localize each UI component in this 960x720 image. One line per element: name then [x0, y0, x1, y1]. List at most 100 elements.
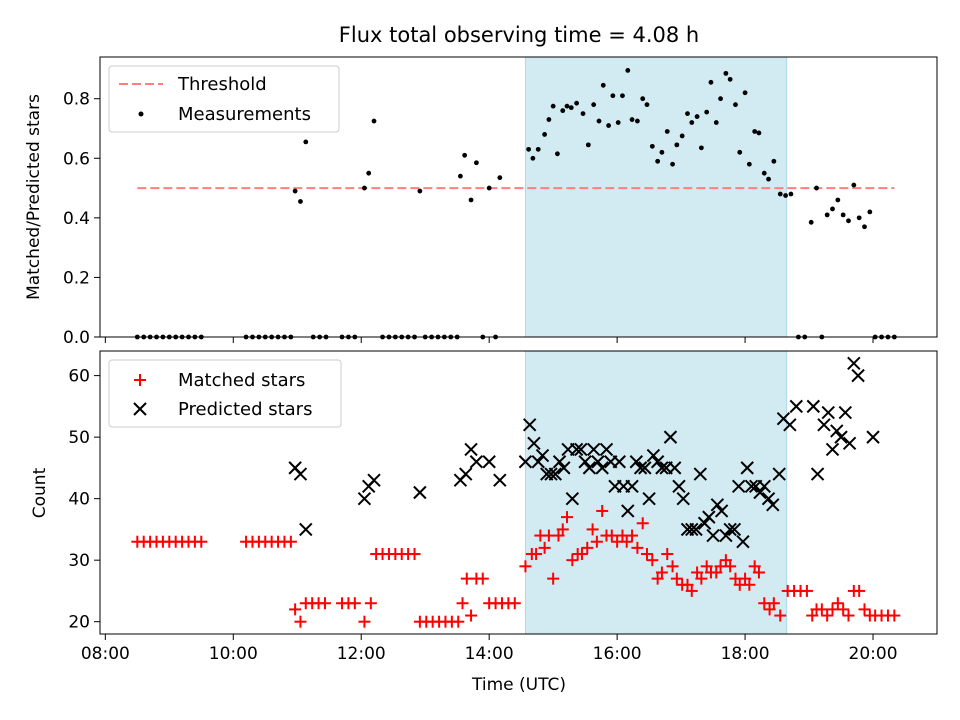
- measurement-point: [689, 120, 695, 125]
- matched-stars-point: [465, 609, 478, 622]
- predicted-stars-point: [838, 405, 853, 420]
- matched-stars-point: [646, 554, 659, 567]
- predicted-stars-point: [548, 467, 562, 481]
- predicted-stars-point: [847, 356, 861, 371]
- y-tick-label: 30: [68, 551, 90, 571]
- predicted-stars-point: [650, 455, 665, 469]
- matched-stars-point: [695, 572, 708, 585]
- measurement-point: [713, 120, 719, 125]
- measurement-point: [366, 170, 372, 176]
- predicted-stars-point: [714, 504, 729, 518]
- matched-stars-point: [858, 603, 871, 616]
- measurement-point: [737, 149, 743, 155]
- measurement-point: [766, 176, 771, 182]
- x-tick-label: 10:00: [209, 644, 258, 664]
- measurement-point: [771, 158, 777, 164]
- matched-stars-point: [763, 603, 776, 616]
- measurement-point: [550, 103, 556, 109]
- predicted-stars-point: [663, 430, 678, 444]
- predicted-stars-point: [612, 455, 626, 469]
- measurement-point: [564, 103, 570, 109]
- top-x-ticks: [104, 337, 874, 343]
- y-tick-label: 0.4: [63, 209, 90, 229]
- measurement-point: [659, 149, 665, 155]
- predicted-stars-point: [629, 455, 644, 469]
- predicted-stars-point: [830, 424, 844, 438]
- matched-stars-point: [853, 584, 866, 597]
- predicted-stars-point: [783, 418, 797, 432]
- measurement-point: [497, 175, 503, 181]
- x-tick-label: 18:00: [721, 644, 770, 664]
- x-tick-label: 20:00: [849, 644, 898, 664]
- matched-stars-point: [358, 615, 371, 628]
- matched-stars-point: [767, 597, 780, 610]
- predicted-stars-point: [772, 467, 786, 481]
- predicted-stars-point: [531, 455, 545, 469]
- measurement-point: [761, 170, 767, 176]
- predicted-stars-point: [731, 479, 746, 494]
- predicted-stars-point: [591, 455, 605, 469]
- matched-stars-point: [655, 566, 668, 579]
- measurement-point: [846, 218, 851, 224]
- measurement-point: [685, 111, 690, 116]
- measurement-point: [457, 173, 463, 179]
- predicted-stars-point: [638, 461, 652, 475]
- predicted-stars-point: [753, 485, 767, 500]
- measurement-point: [568, 105, 574, 111]
- bottom-legend-box: [108, 359, 342, 428]
- matched-stars-point: [651, 572, 664, 585]
- x-tick-label: 08:00: [81, 644, 130, 664]
- matched-stars-point: [605, 529, 618, 542]
- matched-stars-point: [586, 523, 599, 536]
- y-tick-label: 0.0: [63, 328, 90, 348]
- y-tick-label: 0.6: [63, 149, 90, 169]
- measurement-point: [840, 212, 846, 218]
- matched-stars-point: [556, 523, 569, 536]
- predicted-stars-point: [625, 479, 639, 494]
- predicted-stars-point: [633, 461, 648, 475]
- measurement-point: [835, 197, 841, 203]
- bottom-observing-window: [524, 350, 788, 635]
- top-panel: Flux total observing time = 4.08 h 0.00.…: [24, 23, 938, 348]
- x-axis-label: Time (UTC): [471, 675, 566, 695]
- predicted-stars-point: [736, 535, 750, 549]
- matched-stars-point: [815, 603, 828, 616]
- measurement-point: [704, 109, 710, 115]
- measurement-point: [674, 142, 680, 148]
- matched-stars-point: [743, 578, 756, 591]
- matched-stars-point: [452, 615, 465, 628]
- measurement-point: [708, 79, 714, 85]
- measurement-point: [783, 193, 788, 198]
- measurement-point: [808, 219, 814, 225]
- predicted-stars-point: [527, 436, 541, 450]
- matched-legend-handle: [134, 374, 146, 386]
- matched-stars-point: [831, 597, 844, 610]
- predicted-stars-point: [367, 473, 381, 487]
- matched-stars-point: [666, 560, 679, 573]
- predicted-stars-point: [569, 442, 584, 457]
- measurement-point: [634, 118, 640, 124]
- matched-stars-point: [348, 597, 361, 610]
- matched-stars-point: [724, 560, 737, 573]
- matched-stars-point: [538, 541, 551, 554]
- measurement-point: [727, 76, 733, 82]
- matched-stars-point: [590, 535, 603, 548]
- predicted-stars-point: [578, 455, 592, 469]
- measurement-point: [560, 108, 566, 114]
- measurement-point: [679, 133, 685, 139]
- predicted-stars-point: [413, 485, 427, 500]
- measurement-point: [606, 123, 611, 128]
- measurement-point: [303, 139, 309, 145]
- measurement-point: [468, 197, 474, 203]
- matched-legend-label: Matched stars: [178, 370, 305, 391]
- measurement-point: [851, 182, 857, 188]
- measurement-point: [362, 185, 367, 191]
- predicted-stars-point: [744, 479, 759, 494]
- top-plot-frame: [99, 56, 938, 338]
- measurement-point: [777, 191, 783, 197]
- matched-stars-point: [806, 609, 819, 622]
- measurement-point: [546, 117, 552, 122]
- measurement-point: [655, 158, 661, 164]
- predicted-stars-point: [535, 448, 550, 463]
- y-tick-label: 0.2: [63, 268, 90, 288]
